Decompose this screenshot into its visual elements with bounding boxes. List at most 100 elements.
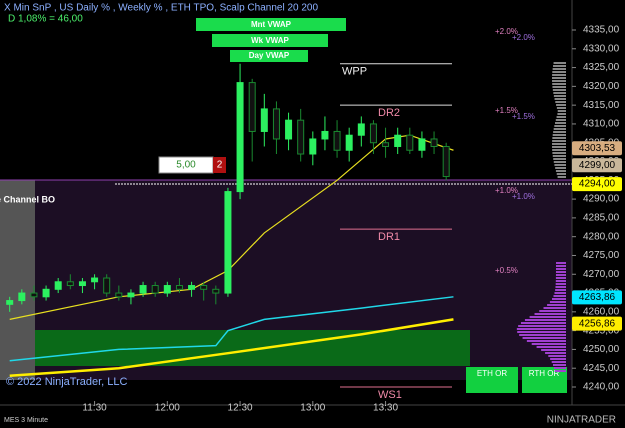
or-label[interactable]: RTH OR — [529, 369, 560, 378]
profile-bar — [553, 295, 566, 297]
candle-body — [42, 288, 50, 298]
count-box[interactable] — [213, 157, 226, 173]
or-button[interactable] — [466, 367, 518, 393]
pct-label: +2.0% — [512, 33, 535, 42]
profile-bar — [548, 355, 566, 357]
subtitle: D 1,08% = 46,00 — [8, 14, 83, 25]
profile-bar — [551, 298, 566, 300]
candle-body — [272, 108, 280, 140]
profile-bar — [539, 310, 566, 312]
candle-body — [442, 145, 450, 178]
candle-body — [91, 277, 99, 283]
pct-label: +1.5% — [495, 106, 518, 115]
profile-bar — [556, 104, 566, 106]
profile-bar — [552, 80, 566, 82]
profile-bar — [555, 167, 566, 169]
candle-body — [382, 142, 390, 147]
profile-bar — [547, 304, 566, 306]
candle-body — [6, 300, 14, 305]
profile-bar — [554, 164, 566, 166]
header: X Min SnP , US Daily % , Weekly % , ETH … — [4, 3, 318, 14]
candle-body — [127, 292, 135, 298]
candle-body — [78, 281, 86, 287]
pct-label: +1.5% — [512, 112, 535, 121]
button-label[interactable]: Day VWAP — [249, 51, 290, 60]
profile-bar — [557, 110, 566, 112]
profile-bar — [553, 131, 566, 133]
button[interactable] — [196, 18, 346, 31]
profile-bar — [543, 307, 566, 309]
price-marker-label: 4256,86 — [579, 318, 616, 329]
profile-bar — [552, 68, 566, 70]
profile-bar — [550, 358, 566, 360]
x-tick-label: 12:30 — [228, 403, 253, 414]
x-tick-label: 12:00 — [155, 403, 180, 414]
x-tick-label: 11:30 — [82, 403, 107, 414]
level-label: DR2 — [378, 107, 400, 119]
candle-body — [418, 138, 426, 151]
profile-bar — [526, 340, 566, 342]
pct-label: +1.0% — [512, 192, 535, 201]
level-label: WPP — [342, 66, 367, 78]
candle-body — [103, 277, 111, 294]
side-zone — [0, 180, 35, 380]
pct-label: +1.0% — [495, 186, 518, 195]
profile-bar — [553, 158, 566, 160]
candle-body — [115, 292, 123, 298]
y-tick-label: 4250,00 — [583, 344, 620, 355]
profile-bar — [552, 140, 566, 142]
profile-bar — [552, 77, 566, 79]
or-label[interactable]: ETH OR — [477, 369, 507, 378]
button-label[interactable]: Wk VWAP — [251, 36, 289, 45]
profile-bar — [554, 292, 566, 294]
price-marker — [572, 290, 622, 305]
y-tick-label: 4290,00 — [583, 194, 620, 205]
y-tick-label: 4245,00 — [583, 363, 620, 374]
y-tick-label: 4255,00 — [583, 325, 620, 336]
profile-bar — [536, 346, 566, 348]
indicator-line — [9, 318, 454, 377]
profile-bar — [555, 268, 566, 270]
x-tick-label: 13:00 — [300, 403, 325, 414]
profile-bar — [552, 149, 566, 151]
profile-bar — [555, 289, 566, 291]
profile-bar — [555, 280, 566, 282]
profile-bar — [552, 364, 566, 366]
green-zone — [35, 330, 470, 366]
profile-bar — [552, 89, 566, 91]
candle-body — [248, 82, 256, 132]
y-tick-label: 4240,00 — [583, 382, 620, 393]
y-tick-label: 4285,00 — [583, 213, 620, 224]
y-tick-label: 4310,00 — [583, 119, 620, 130]
profile-bar — [541, 349, 566, 351]
profile-bar — [524, 319, 566, 321]
profile-bar — [556, 173, 566, 175]
candle-body — [66, 281, 74, 287]
price-marker — [572, 316, 622, 331]
candle-body — [297, 119, 305, 155]
candle-body — [54, 281, 62, 290]
button[interactable] — [230, 50, 308, 62]
qty[interactable]: 5,00 — [176, 160, 196, 171]
profile-bar — [555, 262, 566, 264]
button[interactable] — [212, 34, 328, 47]
button-label[interactable]: Mnt VWAP — [251, 20, 292, 29]
y-tick-label: 4270,00 — [583, 269, 620, 280]
candle-body — [188, 285, 196, 290]
side-label: Price Channel BO — [0, 194, 55, 204]
candle-body — [321, 130, 329, 140]
profile-bar — [557, 113, 566, 115]
y-tick-label: 4330,00 — [583, 43, 620, 54]
candle-body — [260, 108, 268, 132]
profile-bar — [553, 95, 566, 97]
count[interactable]: 2 — [217, 160, 223, 171]
price-marker-label: 4294,00 — [579, 179, 616, 190]
profile-bar — [554, 370, 566, 372]
profile-bar — [534, 313, 566, 315]
profile-bar — [520, 322, 566, 324]
profile-bar — [522, 337, 566, 339]
profile-bar — [555, 283, 566, 285]
candle-body — [151, 285, 159, 294]
profile-bar — [555, 122, 566, 124]
y-tick-label: 4275,00 — [583, 250, 620, 261]
